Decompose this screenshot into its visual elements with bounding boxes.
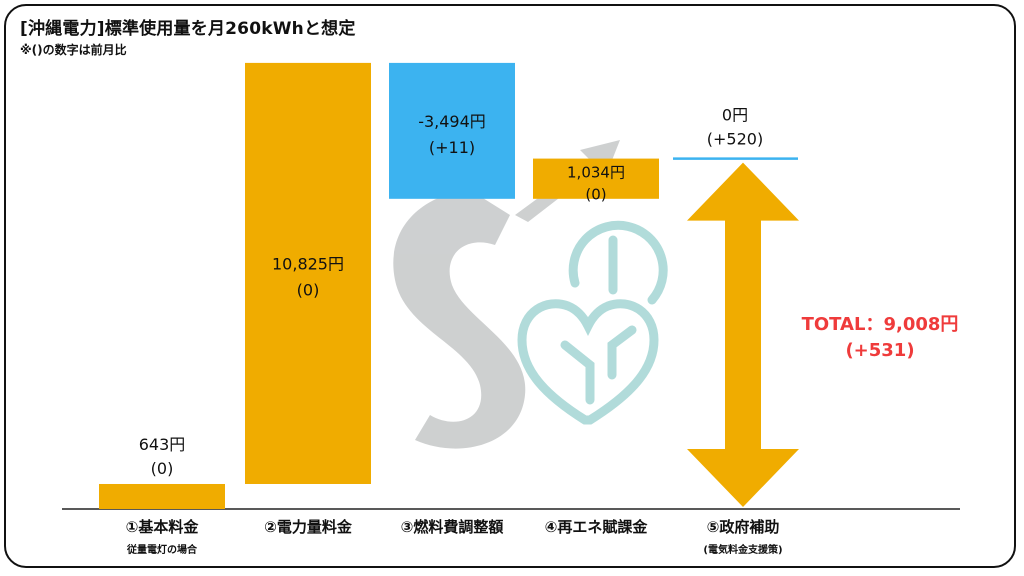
category-label-4: ④再エネ賦課金 (544, 518, 648, 536)
heart-circuit-icon (517, 220, 668, 425)
category-note-5: (電気料金支援策) (703, 545, 783, 556)
value-label-3: -3,494円 (418, 112, 486, 131)
change-label-1: (0) (151, 459, 174, 478)
category-label-3: ③燃料費調整額 (400, 518, 504, 536)
value-label-2: 10,825円 (272, 254, 344, 273)
category-label-1: ①基本料金 (125, 518, 199, 536)
value-label-1: 643円 (139, 435, 186, 454)
chart-title: [沖縄電力]標準使用量を月260kWhと想定 (20, 19, 356, 39)
bar-2 (245, 62, 371, 484)
change-label-4: (0) (585, 186, 606, 204)
total-double-arrow (687, 162, 799, 507)
chart-subtitle: ※()の数字は前月比 (20, 43, 127, 57)
value-label-5: 0円 (722, 106, 748, 125)
category-note-1: 従量電灯の場合 (127, 545, 197, 556)
total-label: TOTAL：9,008円 (801, 314, 959, 335)
category-label-2: ②電力量料金 (264, 518, 352, 536)
category-label-5: ⑤政府補助 (706, 518, 780, 536)
bar-4 (533, 158, 659, 199)
bar-1 (99, 483, 225, 509)
change-label-3: (+11) (429, 138, 475, 157)
total-change-label: (+531) (845, 340, 915, 361)
value-label-4: 1,034円 (567, 164, 625, 182)
watermark-s-shape (393, 190, 526, 449)
bar-3 (389, 62, 515, 199)
change-label-2: (0) (297, 280, 320, 299)
change-label-5: (+520) (707, 130, 763, 149)
